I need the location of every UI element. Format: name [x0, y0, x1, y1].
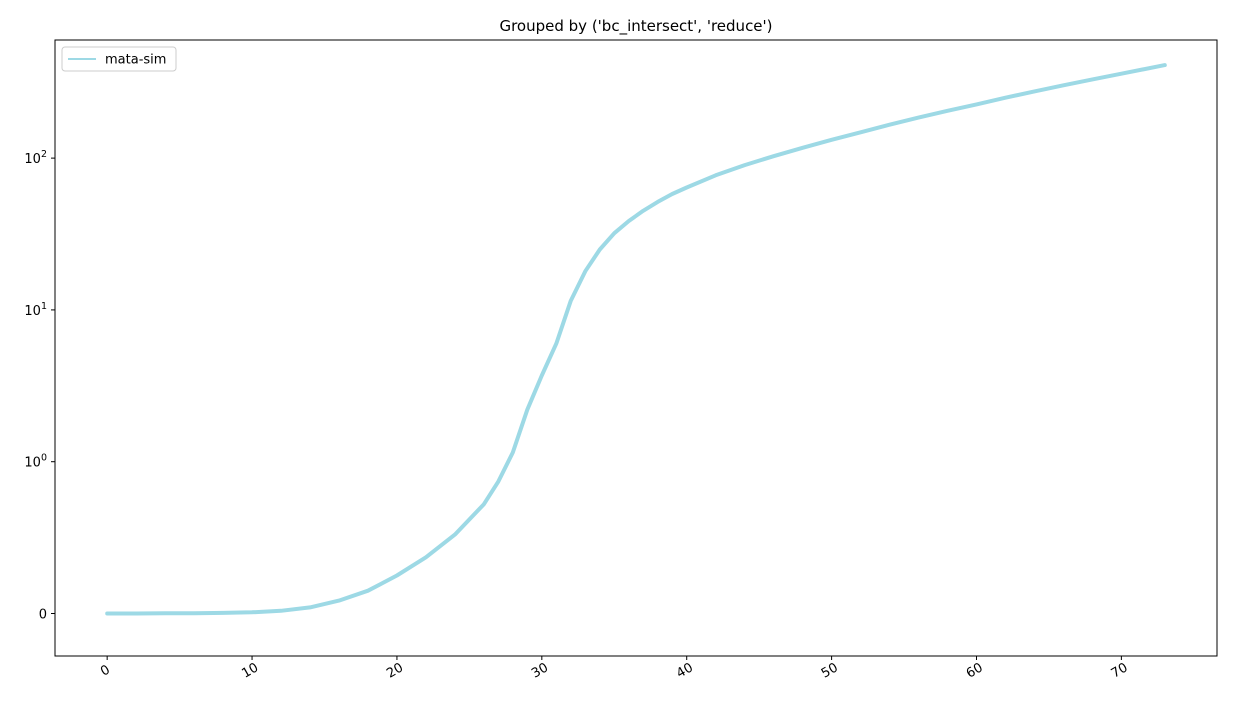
x-tick-label: 20	[384, 660, 406, 681]
y-tick-label: 102	[24, 149, 47, 167]
y-tick-label: 101	[24, 301, 47, 319]
plot-frame	[54, 39, 1218, 657]
x-tick-label: 50	[819, 660, 841, 681]
chart-title: Grouped by ('bc_intersect', 'reduce')	[499, 17, 772, 36]
y-axis: 0 100 101 102	[24, 149, 55, 622]
x-tick-label: 40	[674, 660, 696, 681]
legend-frame	[61, 46, 177, 72]
legend: mata-sim	[61, 46, 177, 72]
plot-area	[105, 63, 1167, 616]
x-tick-label: 70	[1109, 660, 1131, 681]
x-axis: 0 10 20 30 40 50 60 70	[98, 656, 1131, 682]
y-tick-label: 100	[24, 453, 47, 471]
x-tick-label: 60	[964, 660, 986, 681]
x-tick-label: 30	[529, 660, 551, 681]
x-tick-label: 10	[239, 660, 261, 681]
x-tick-label: 0	[98, 662, 113, 679]
legend-label-mata-sim: mata-sim	[105, 53, 166, 68]
y-tick-label: 0	[39, 607, 47, 622]
series-line-mata-sim	[105, 63, 1167, 616]
